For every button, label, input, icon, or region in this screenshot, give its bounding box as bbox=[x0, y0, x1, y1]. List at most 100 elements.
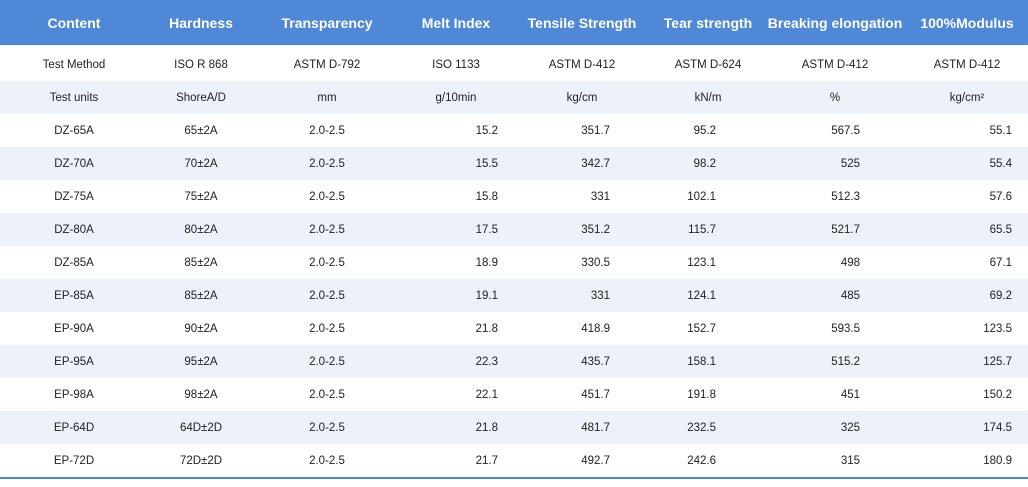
table-cell: DZ-65A bbox=[0, 114, 148, 147]
table-cell: 2.0-2.5 bbox=[254, 312, 400, 345]
table-cell: 2.0-2.5 bbox=[254, 411, 400, 444]
table-cell: 65±2A bbox=[148, 114, 254, 147]
table-row: DZ-75A 75±2A 2.0-2.5 15.8 331 102.1 512.3 57.6 bbox=[0, 180, 1028, 213]
table-cell: % bbox=[764, 81, 906, 114]
table-cell: 315 bbox=[764, 444, 906, 477]
table-cell: 55.4 bbox=[906, 147, 1028, 180]
table-cell: 521.7 bbox=[764, 213, 906, 246]
table-cell: 19.1 bbox=[400, 279, 512, 312]
table-cell: 65.5 bbox=[906, 213, 1028, 246]
table-row: DZ-80A 80±2A 2.0-2.5 17.5 351.2 115.7 521.7 65.… bbox=[0, 213, 1028, 246]
table-cell: 55.1 bbox=[906, 114, 1028, 147]
table-cell: 2.0-2.5 bbox=[254, 246, 400, 279]
table-row: DZ-70A 70±2A 2.0-2.5 15.5 342.7 98.2 525 55.4 bbox=[0, 147, 1028, 180]
table-cell: DZ-80A bbox=[0, 213, 148, 246]
column-header: Tensile Strength bbox=[512, 0, 652, 48]
table-cell: 75±2A bbox=[148, 180, 254, 213]
table-cell: 15.5 bbox=[400, 147, 512, 180]
table-cell: 102.1 bbox=[652, 180, 764, 213]
header-row: Content Hardness Transparency Melt Index Ten… bbox=[0, 0, 1028, 48]
table-cell: 21.7 bbox=[400, 444, 512, 477]
table-cell: Test Method bbox=[0, 46, 148, 81]
table-row: EP-64D 64D±2D 2.0-2.5 21.8 481.7 232.5 325 174.… bbox=[0, 411, 1028, 444]
table-row: Test Method ISO R 868 ASTM D-792 ISO 1133 AS… bbox=[0, 46, 1028, 81]
table-cell: 325 bbox=[764, 411, 906, 444]
table-cell: 2.0-2.5 bbox=[254, 279, 400, 312]
table-cell: 512.3 bbox=[764, 180, 906, 213]
column-header: Breaking elongation bbox=[764, 0, 906, 48]
table-cell: 98±2A bbox=[148, 378, 254, 411]
table-cell: 331 bbox=[512, 279, 652, 312]
table-cell: 158.1 bbox=[652, 345, 764, 378]
table-cell: 351.2 bbox=[512, 213, 652, 246]
table-cell: 22.1 bbox=[400, 378, 512, 411]
table-cell: DZ-85A bbox=[0, 246, 148, 279]
table-cell: 567.5 bbox=[764, 114, 906, 147]
table-cell: 115.7 bbox=[652, 213, 764, 246]
table-cell: 2.0-2.5 bbox=[254, 213, 400, 246]
table-header: Content Hardness Transparency Melt Index Ten… bbox=[0, 0, 1028, 48]
column-header: Hardness bbox=[148, 0, 254, 48]
table-cell: 15.2 bbox=[400, 114, 512, 147]
table-cell: 125.7 bbox=[906, 345, 1028, 378]
table-cell: 150.2 bbox=[906, 378, 1028, 411]
column-header: 100%Modulus bbox=[906, 0, 1028, 48]
table-row: EP-85A 85±2A 2.0-2.5 19.1 331 124.1 485 69.2 bbox=[0, 279, 1028, 312]
table-row: EP-98A 98±2A 2.0-2.5 22.1 451.7 191.8 451 150.2 bbox=[0, 378, 1028, 411]
table-cell: 331 bbox=[512, 180, 652, 213]
table-cell: 330.5 bbox=[512, 246, 652, 279]
table-cell: ISO R 868 bbox=[148, 46, 254, 81]
table-cell: DZ-70A bbox=[0, 147, 148, 180]
table-row: EP-90A 90±2A 2.0-2.5 21.8 418.9 152.7 593.5 123… bbox=[0, 312, 1028, 345]
table-cell: 2.0-2.5 bbox=[254, 378, 400, 411]
table-cell: 418.9 bbox=[512, 312, 652, 345]
table-cell: 242.6 bbox=[652, 444, 764, 477]
table-cell: 90±2A bbox=[148, 312, 254, 345]
table-cell: 98.2 bbox=[652, 147, 764, 180]
table-cell: 525 bbox=[764, 147, 906, 180]
table-cell: kN/m bbox=[652, 81, 764, 114]
table-cell: ASTM D-412 bbox=[512, 46, 652, 81]
table-cell: 95.2 bbox=[652, 114, 764, 147]
table-cell: 485 bbox=[764, 279, 906, 312]
column-header: Content bbox=[0, 0, 148, 48]
table-cell: 593.5 bbox=[764, 312, 906, 345]
table-cell: 67.1 bbox=[906, 246, 1028, 279]
table-cell: DZ-75A bbox=[0, 180, 148, 213]
table-row: EP-72D 72D±2D 2.0-2.5 21.7 492.7 242.6 315 180.… bbox=[0, 444, 1028, 477]
table-cell: 451 bbox=[764, 378, 906, 411]
table-bottom-border bbox=[0, 477, 1028, 479]
column-header: Melt Index bbox=[400, 0, 512, 48]
table-cell: 22.3 bbox=[400, 345, 512, 378]
table-cell: 123.5 bbox=[906, 312, 1028, 345]
table-cell: Test units bbox=[0, 81, 148, 114]
table-cell: 80±2A bbox=[148, 213, 254, 246]
table-cell: 2.0-2.5 bbox=[254, 180, 400, 213]
table-cell: 70±2A bbox=[148, 147, 254, 180]
table-cell: 435.7 bbox=[512, 345, 652, 378]
table-cell: ASTM D-792 bbox=[254, 46, 400, 81]
table-cell: 15.8 bbox=[400, 180, 512, 213]
table-cell: 123.1 bbox=[652, 246, 764, 279]
table-cell: ASTM D-412 bbox=[764, 46, 906, 81]
table-cell: kg/cm² bbox=[906, 81, 1028, 114]
table-cell: 342.7 bbox=[512, 147, 652, 180]
table-cell: 498 bbox=[764, 246, 906, 279]
table-cell: 492.7 bbox=[512, 444, 652, 477]
table-cell: 351.7 bbox=[512, 114, 652, 147]
table-cell: 57.6 bbox=[906, 180, 1028, 213]
table-cell: 180.9 bbox=[906, 444, 1028, 477]
table-cell: EP-95A bbox=[0, 345, 148, 378]
table-cell: 152.7 bbox=[652, 312, 764, 345]
table-cell: ISO 1133 bbox=[400, 46, 512, 81]
table-cell: 21.8 bbox=[400, 411, 512, 444]
table-cell: g/10min bbox=[400, 81, 512, 114]
table-cell: 85±2A bbox=[148, 279, 254, 312]
column-header: Transparency bbox=[254, 0, 400, 48]
table-cell: mm bbox=[254, 81, 400, 114]
table-cell: 69.2 bbox=[906, 279, 1028, 312]
table-cell: 18.9 bbox=[400, 246, 512, 279]
table-cell: 2.0-2.5 bbox=[254, 147, 400, 180]
table-cell: EP-90A bbox=[0, 312, 148, 345]
table-cell: 2.0-2.5 bbox=[254, 444, 400, 477]
